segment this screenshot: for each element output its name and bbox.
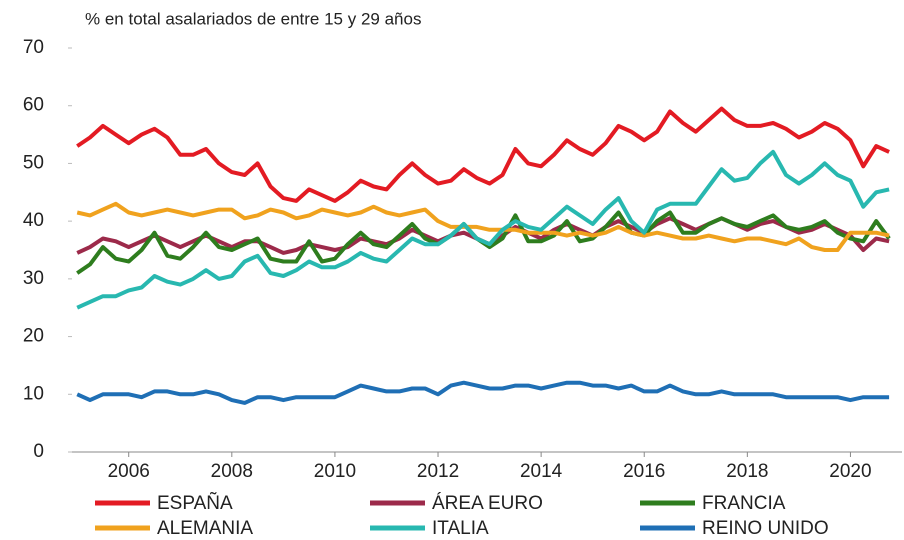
legend-label: ÁREA EURO — [432, 493, 543, 514]
legend-label: FRANCIA — [702, 493, 786, 514]
y-tick-label: 20 — [23, 326, 44, 347]
series-line — [76, 201, 890, 252]
x-tick-label: 2010 — [314, 461, 356, 482]
series-line — [76, 149, 890, 310]
x-tick-label: 2006 — [108, 461, 150, 482]
legend-label: REINO UNIDO — [702, 518, 829, 539]
y-tick-label: 10 — [23, 383, 44, 404]
x-tick-label: 2012 — [417, 461, 459, 482]
y-tick-label: 40 — [23, 210, 44, 231]
x-tick-label: 2020 — [829, 461, 871, 482]
chart-subtitle: % en total asalariados de entre 15 y 29 … — [85, 9, 421, 28]
y-tick-label: 0 — [33, 441, 44, 462]
series-line — [76, 216, 890, 255]
legend-label: ESPAÑA — [157, 492, 233, 514]
legend-label: ITALIA — [432, 518, 489, 539]
x-tick-label: 2018 — [726, 461, 768, 482]
x-tick-label: 2008 — [211, 461, 253, 482]
series-line — [76, 106, 890, 203]
legend-label: ALEMANIA — [157, 518, 253, 539]
x-tick-label: 2014 — [520, 461, 563, 482]
y-tick-label: 50 — [23, 152, 44, 173]
y-tick-label: 60 — [23, 95, 44, 116]
y-tick-label: 30 — [23, 268, 44, 289]
series-line — [76, 380, 890, 405]
x-tick-label: 2016 — [623, 461, 665, 482]
y-tick-label: 70 — [23, 37, 44, 58]
